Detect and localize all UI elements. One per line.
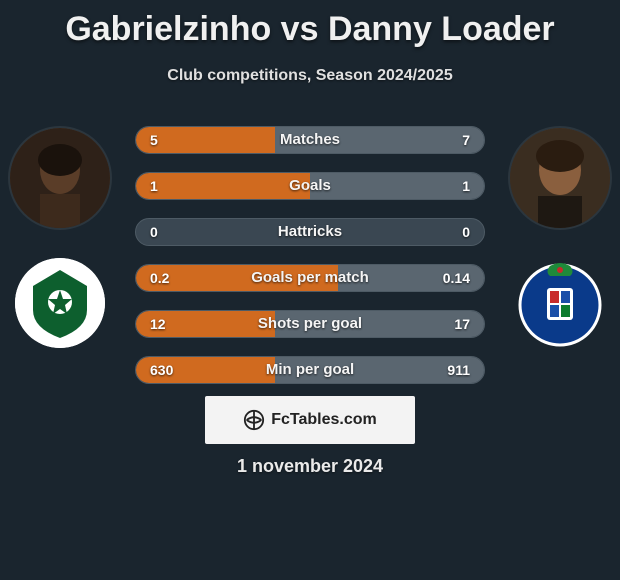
stat-label: Hattricks bbox=[136, 219, 484, 245]
date-label: 1 november 2024 bbox=[0, 456, 620, 477]
fctables-icon bbox=[243, 409, 265, 431]
stat-label: Goals per match bbox=[136, 265, 484, 291]
footer-label: FcTables.com bbox=[271, 411, 377, 429]
stat-bar: 11Goals bbox=[135, 172, 485, 200]
stat-bar: 630911Min per goal bbox=[135, 356, 485, 384]
footer-attribution: FcTables.com bbox=[205, 396, 415, 444]
stat-bar: 00Hattricks bbox=[135, 218, 485, 246]
stat-label: Shots per goal bbox=[136, 311, 484, 337]
player-left-avatar bbox=[10, 128, 110, 228]
stat-label: Goals bbox=[136, 173, 484, 199]
stat-bar: 0.20.14Goals per match bbox=[135, 264, 485, 292]
club-left-crest bbox=[15, 258, 105, 348]
stats-bars: 57Matches 11Goals 00Hattricks 0.20.14Goals … bbox=[135, 126, 485, 402]
player-right-avatar bbox=[510, 128, 610, 228]
stat-bar: 1217Shots per goal bbox=[135, 310, 485, 338]
stat-label: Min per goal bbox=[136, 357, 484, 383]
club-right-crest bbox=[515, 258, 605, 348]
page-title: Gabrielzinho vs Danny Loader bbox=[0, 0, 620, 49]
page-subtitle: Club competitions, Season 2024/2025 bbox=[0, 67, 620, 85]
stat-bar: 57Matches bbox=[135, 126, 485, 154]
stat-label: Matches bbox=[136, 127, 484, 153]
